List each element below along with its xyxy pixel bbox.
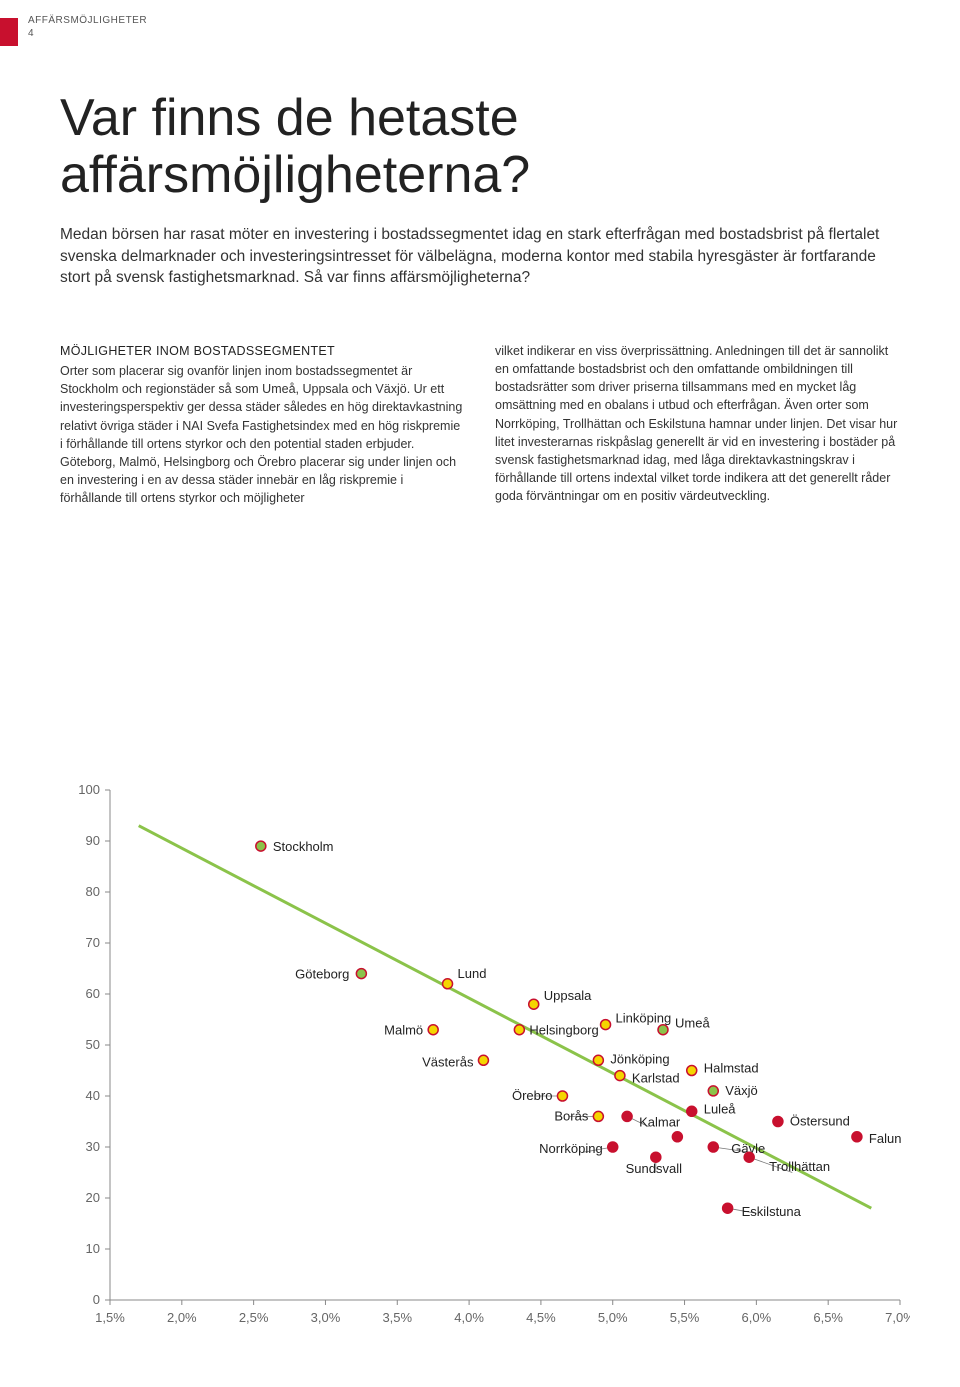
svg-text:Umeå: Umeå [675, 1016, 710, 1031]
svg-text:Västerås: Västerås [422, 1054, 474, 1069]
svg-text:2,5%: 2,5% [239, 1310, 269, 1325]
svg-text:70: 70 [86, 935, 100, 950]
section-label-text: AFFÄRSMÖJLIGHETER [28, 15, 147, 26]
svg-text:Borås: Borås [554, 1108, 588, 1123]
svg-text:6,0%: 6,0% [742, 1310, 772, 1325]
svg-text:Helsingborg: Helsingborg [529, 1023, 598, 1038]
page-number: 4 [28, 28, 34, 39]
right-column-body: vilket indikerar en viss överprissättnin… [495, 344, 897, 503]
svg-text:Göteborg: Göteborg [295, 967, 349, 982]
svg-text:6,5%: 6,5% [813, 1310, 843, 1325]
scatter-chart: 0 10 20 30 40 50 60 70 80 90 100 1,5% 2,0% 2,5% 3,0% 3,… [60, 780, 910, 1340]
left-column: MÖJLIGHETER INOM BOSTADSSEGMENTET Orter … [60, 342, 465, 507]
svg-text:90: 90 [86, 833, 100, 848]
svg-text:0: 0 [93, 1292, 100, 1307]
svg-text:Malmö: Malmö [384, 1023, 423, 1038]
svg-text:3,5%: 3,5% [382, 1310, 412, 1325]
svg-text:10: 10 [86, 1241, 100, 1256]
page-title: Var finns de hetaste affärsmöjligheterna… [60, 90, 960, 204]
svg-text:7,0%: 7,0% [885, 1310, 910, 1325]
svg-text:Norrköping: Norrköping [539, 1141, 603, 1156]
svg-text:Trollhättan: Trollhättan [769, 1159, 830, 1174]
svg-text:5,0%: 5,0% [598, 1310, 628, 1325]
svg-text:30: 30 [86, 1139, 100, 1154]
svg-text:50: 50 [86, 1037, 100, 1052]
svg-text:Växjö: Växjö [725, 1083, 758, 1098]
svg-text:Eskilstuna: Eskilstuna [742, 1204, 802, 1219]
body-columns: MÖJLIGHETER INOM BOSTADSSEGMENTET Orter … [60, 342, 900, 507]
svg-text:100: 100 [78, 782, 100, 797]
svg-text:Kalmar: Kalmar [639, 1114, 681, 1129]
svg-text:1,5%: 1,5% [95, 1310, 125, 1325]
svg-text:2,0%: 2,0% [167, 1310, 197, 1325]
svg-text:Stockholm: Stockholm [273, 839, 334, 854]
svg-text:4,5%: 4,5% [526, 1310, 556, 1325]
section-label: AFFÄRSMÖJLIGHETER 4 [28, 14, 147, 40]
svg-text:Karlstad: Karlstad [632, 1071, 680, 1086]
svg-text:5,5%: 5,5% [670, 1310, 700, 1325]
intro-paragraph: Medan börsen har rasat möter en invester… [60, 224, 900, 289]
left-column-body: Orter som placerar sig ovanför linjen in… [60, 364, 462, 505]
svg-text:Luleå: Luleå [704, 1101, 737, 1116]
svg-text:4,0%: 4,0% [454, 1310, 484, 1325]
svg-text:60: 60 [86, 986, 100, 1001]
svg-text:Örebro: Örebro [512, 1088, 552, 1103]
svg-text:80: 80 [86, 884, 100, 899]
svg-text:Jönköping: Jönköping [610, 1051, 669, 1066]
svg-text:Linköping: Linköping [616, 1011, 672, 1026]
svg-text:Uppsala: Uppsala [544, 988, 592, 1003]
svg-text:40: 40 [86, 1088, 100, 1103]
left-column-heading: MÖJLIGHETER INOM BOSTADSSEGMENTET [60, 342, 465, 360]
svg-text:Östersund: Östersund [790, 1114, 850, 1129]
svg-text:20: 20 [86, 1190, 100, 1205]
right-column: vilket indikerar en viss överprissättnin… [495, 342, 900, 507]
svg-text:Halmstad: Halmstad [704, 1061, 759, 1076]
section-marker [0, 18, 18, 46]
svg-text:Lund: Lund [458, 966, 487, 981]
svg-text:3,0%: 3,0% [311, 1310, 341, 1325]
svg-text:Sundsvall: Sundsvall [626, 1161, 682, 1176]
svg-text:Falun: Falun [869, 1131, 902, 1146]
